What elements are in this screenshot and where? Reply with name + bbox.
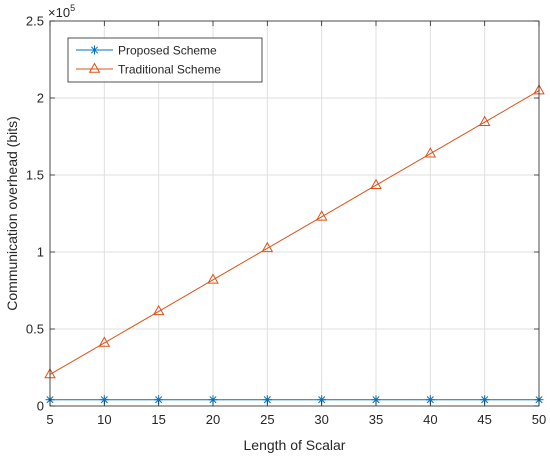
legend-entry-proposed-scheme: Proposed Scheme <box>76 44 217 58</box>
y-tick-labels: 0 0.5 1 1.5 2 2.5 <box>26 14 44 414</box>
y-axis-exponent-base: ×10 <box>48 5 70 20</box>
x-tick-label: 45 <box>477 412 491 427</box>
x-tick-label: 40 <box>423 412 437 427</box>
x-tick-label: 5 <box>46 412 53 427</box>
axes-frame <box>49 20 540 407</box>
legend-sample-marker <box>88 62 101 73</box>
legend-sample-proposed-scheme <box>76 45 113 55</box>
legend-label-traditional-scheme: Traditional Scheme <box>118 63 221 77</box>
x-tick-label: 30 <box>314 412 328 427</box>
data-point-traditional-scheme <box>261 241 274 253</box>
legend-label-proposed-scheme: Proposed Scheme <box>118 44 217 58</box>
data-point-proposed-scheme <box>371 395 381 405</box>
data-point-traditional-scheme <box>370 178 382 190</box>
series-traditional-scheme <box>44 84 545 379</box>
data-point-traditional-scheme <box>152 304 165 316</box>
plot-area <box>44 20 545 407</box>
y-tick-label: 1 <box>37 245 44 260</box>
y-axis-exponent-power: 5 <box>70 3 75 13</box>
y-tick-label: 0.5 <box>26 322 44 337</box>
x-tick-label: 20 <box>206 412 220 427</box>
x-tick-label: 25 <box>260 412 274 427</box>
y-tick-label: 2 <box>37 91 44 106</box>
x-tick-labels: 5 10 15 20 25 30 35 40 45 50 <box>46 412 546 427</box>
y-axis-exponent: ×105 <box>48 3 75 20</box>
data-point-traditional-scheme <box>315 210 328 221</box>
data-point-traditional-scheme <box>478 115 491 126</box>
y-tick-label: 1.5 <box>26 168 44 183</box>
tick-marks <box>49 20 540 407</box>
y-axis-label: Communication overhead (bits) <box>4 116 20 311</box>
plot-background <box>50 21 539 406</box>
data-point-traditional-scheme <box>207 273 219 284</box>
series-line-traditional-scheme <box>49 90 540 375</box>
x-tick-label: 35 <box>369 412 383 427</box>
legend-box <box>67 37 263 83</box>
legend-sample-traditional-scheme <box>76 62 113 73</box>
data-point-proposed-scheme <box>425 395 435 405</box>
x-axis-label: Length of Scalar <box>244 437 346 453</box>
x-tick-label: 15 <box>151 412 165 427</box>
legend-sample-marker <box>90 45 99 55</box>
data-point-traditional-scheme <box>98 336 111 347</box>
data-point-traditional-scheme <box>424 147 437 158</box>
y-tick-label: 0 <box>37 399 44 414</box>
x-tick-label: 10 <box>97 412 111 427</box>
legend-entry-traditional-scheme: Traditional Scheme <box>76 62 221 77</box>
y-tick-label: 2.5 <box>26 14 44 29</box>
legend: Proposed Scheme Traditional Scheme <box>67 37 263 83</box>
x-tick-label: 50 <box>532 412 546 427</box>
